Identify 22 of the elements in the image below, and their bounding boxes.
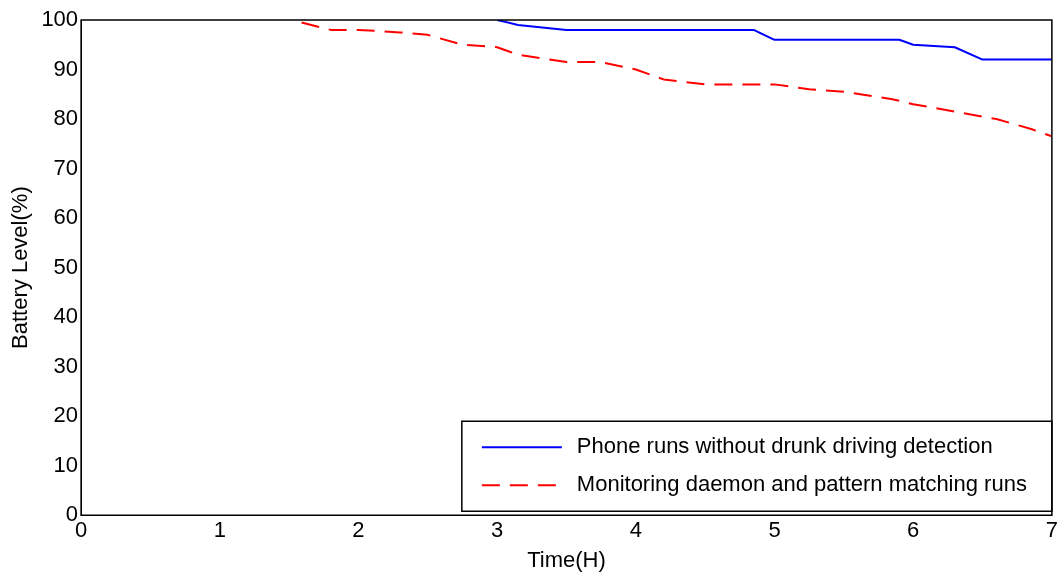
y-tick-label: 60	[53, 204, 79, 230]
y-axis-title: Battery Level(%)	[7, 186, 33, 349]
y-tick-label: 40	[53, 303, 79, 329]
y-tick-label: 70	[53, 154, 79, 180]
y-tick-label: 50	[53, 253, 79, 279]
legend-label: Monitoring daemon and pattern matching runs	[576, 471, 1027, 497]
x-tick-label: 4	[629, 517, 642, 543]
x-tick-label: 3	[491, 517, 504, 543]
x-tick-label: 2	[352, 517, 365, 543]
x-axis-title: Time(H)	[527, 546, 606, 572]
legend-label: Phone runs without drunk driving detection	[576, 433, 993, 459]
y-tick-label: 10	[53, 451, 79, 477]
x-tick-label: 1	[213, 517, 226, 543]
y-tick-label: 80	[53, 105, 79, 131]
x-tick-label: 6	[907, 517, 920, 543]
y-tick-label: 30	[53, 352, 79, 378]
y-tick-label: 20	[53, 402, 79, 428]
y-tick-label: 90	[53, 55, 79, 81]
line-series	[300, 21, 1052, 138]
x-tick-label: 5	[768, 517, 781, 543]
y-tick-label: 100	[41, 6, 79, 32]
x-tick-label: 7	[1045, 517, 1059, 543]
